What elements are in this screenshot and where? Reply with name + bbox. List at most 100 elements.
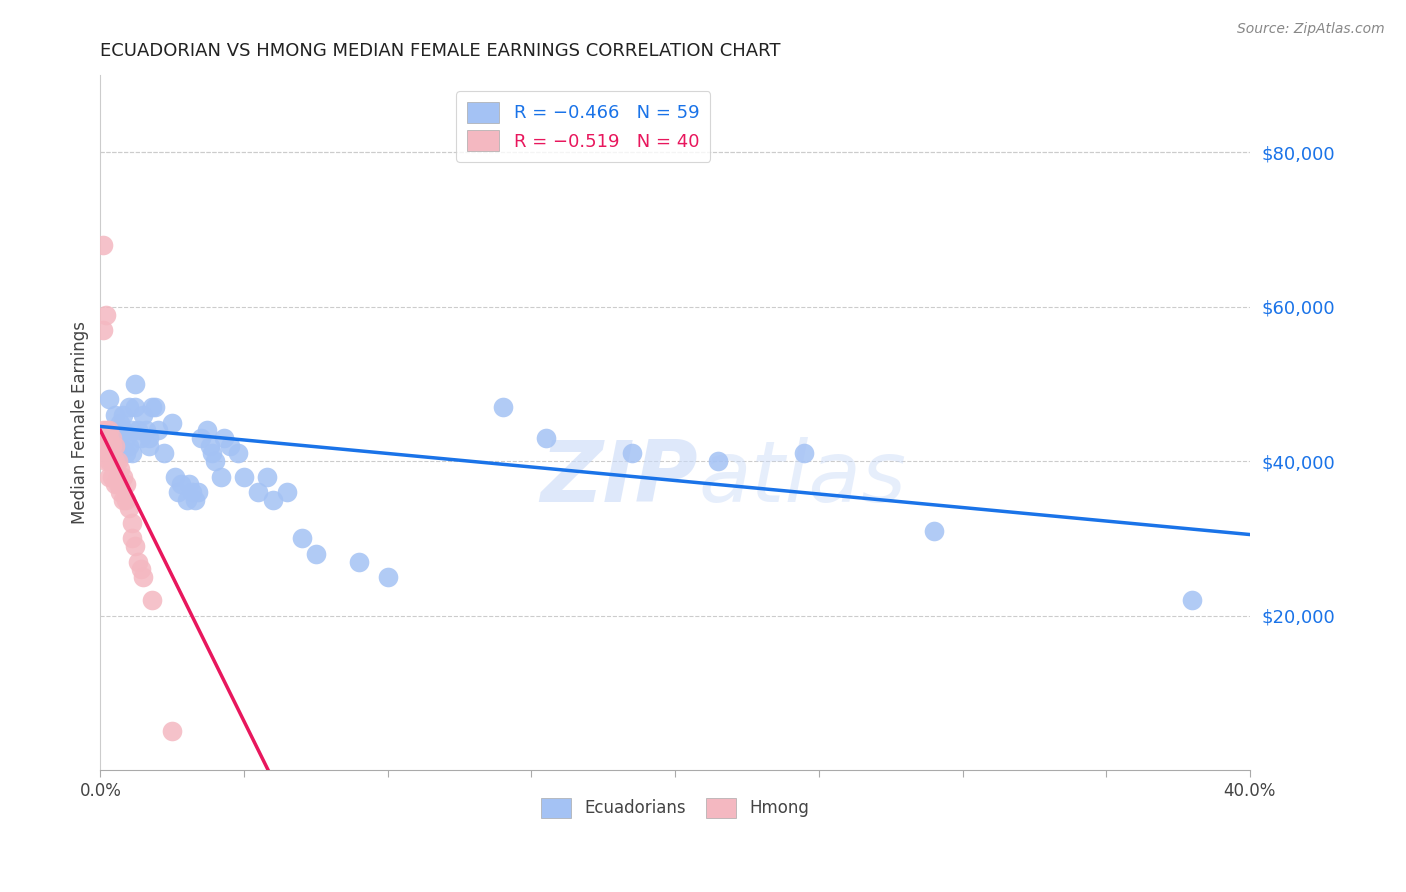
Point <box>104 408 127 422</box>
Point <box>91 423 114 437</box>
Point <box>98 392 121 407</box>
Point <box>218 439 240 453</box>
Point <box>621 446 644 460</box>
Point <box>170 477 193 491</box>
Point <box>101 469 124 483</box>
Point <box>176 492 198 507</box>
Point <box>118 439 141 453</box>
Point <box>107 469 129 483</box>
Point <box>121 516 143 530</box>
Point <box>707 454 730 468</box>
Point <box>107 454 129 468</box>
Point <box>118 400 141 414</box>
Point <box>110 485 132 500</box>
Point <box>110 439 132 453</box>
Point <box>118 500 141 515</box>
Point <box>492 400 515 414</box>
Point <box>129 562 152 576</box>
Text: atlas: atlas <box>699 437 905 520</box>
Point <box>112 408 135 422</box>
Point <box>167 485 190 500</box>
Point <box>262 492 284 507</box>
Point <box>94 431 117 445</box>
Point <box>127 423 149 437</box>
Point <box>135 423 157 437</box>
Text: ZIP: ZIP <box>540 437 699 520</box>
Point <box>115 477 138 491</box>
Point <box>107 423 129 437</box>
Point <box>132 408 155 422</box>
Point <box>94 423 117 437</box>
Point <box>104 439 127 453</box>
Point <box>184 492 207 507</box>
Point <box>112 469 135 483</box>
Point <box>247 485 270 500</box>
Point <box>94 308 117 322</box>
Point <box>793 446 815 460</box>
Point <box>138 439 160 453</box>
Point <box>121 532 143 546</box>
Point <box>160 416 183 430</box>
Point <box>98 446 121 460</box>
Point <box>115 446 138 460</box>
Point <box>129 431 152 445</box>
Point <box>101 439 124 453</box>
Point <box>98 469 121 483</box>
Point <box>121 446 143 460</box>
Point <box>179 477 201 491</box>
Legend: Ecuadorians, Hmong: Ecuadorians, Hmong <box>534 791 815 824</box>
Point <box>204 454 226 468</box>
Point <box>124 400 146 414</box>
Point <box>226 446 249 460</box>
Point <box>181 485 204 500</box>
Point <box>201 446 224 460</box>
Text: ECUADORIAN VS HMONG MEDIAN FEMALE EARNINGS CORRELATION CHART: ECUADORIAN VS HMONG MEDIAN FEMALE EARNIN… <box>100 42 780 60</box>
Point <box>94 454 117 468</box>
Point <box>1181 593 1204 607</box>
Point <box>143 400 166 414</box>
Point <box>91 238 114 252</box>
Point <box>112 492 135 507</box>
Y-axis label: Median Female Earnings: Median Female Earnings <box>72 321 89 524</box>
Point <box>198 439 221 453</box>
Point <box>115 492 138 507</box>
Point <box>121 423 143 437</box>
Point <box>160 724 183 739</box>
Point <box>98 423 121 437</box>
Point <box>347 555 370 569</box>
Text: Source: ZipAtlas.com: Source: ZipAtlas.com <box>1237 22 1385 37</box>
Point <box>141 593 163 607</box>
Point <box>152 446 174 460</box>
Point <box>132 570 155 584</box>
Point <box>305 547 328 561</box>
Point <box>107 477 129 491</box>
Point <box>98 454 121 468</box>
Point <box>141 400 163 414</box>
Point <box>276 485 298 500</box>
Point <box>98 439 121 453</box>
Point <box>190 431 212 445</box>
Point <box>209 469 232 483</box>
Point <box>104 454 127 468</box>
Point <box>212 431 235 445</box>
Point <box>290 532 312 546</box>
Point <box>91 323 114 337</box>
Point <box>534 431 557 445</box>
Point <box>922 524 945 538</box>
Point <box>110 416 132 430</box>
Point <box>110 462 132 476</box>
Point <box>233 469 256 483</box>
Point <box>104 477 127 491</box>
Point <box>124 539 146 553</box>
Point <box>377 570 399 584</box>
Point <box>146 423 169 437</box>
Point <box>98 431 121 445</box>
Point <box>138 431 160 445</box>
Point <box>195 423 218 437</box>
Point <box>94 439 117 453</box>
Point <box>165 469 187 483</box>
Point <box>187 485 209 500</box>
Point <box>115 431 138 445</box>
Point <box>124 376 146 391</box>
Point <box>127 555 149 569</box>
